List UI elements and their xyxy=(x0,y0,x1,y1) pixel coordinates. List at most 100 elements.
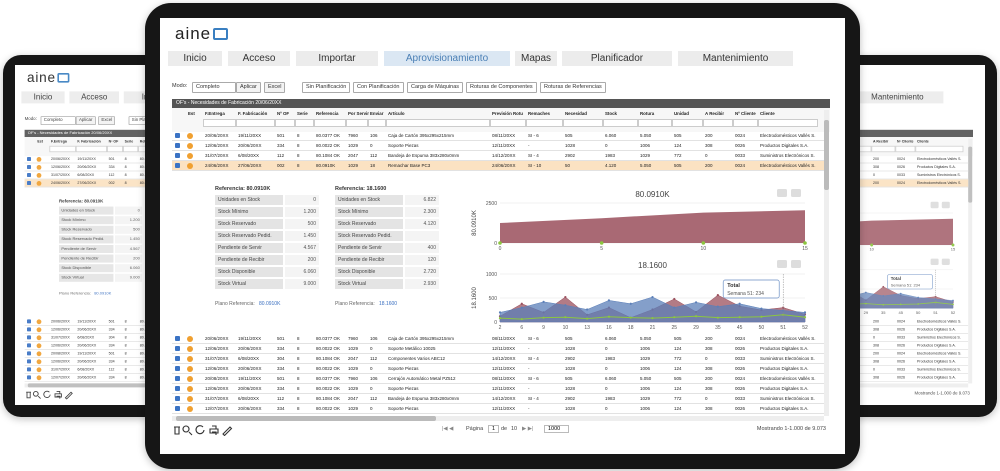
table-row[interactable]: 20/06/20XX 19/11/20XX 501 8 80.0377 OK 7960 10… xyxy=(172,334,824,344)
plan-link[interactable]: 18.1600 xyxy=(379,301,398,307)
column-header: Nº OF xyxy=(277,111,290,116)
x-tick-label: 50 xyxy=(759,325,765,331)
table-row[interactable]: 31/07/20XX 6/08/20XX 112 8 80.1084 OK 2047 112… xyxy=(172,151,824,161)
button[interactable]: Excel xyxy=(98,116,116,125)
checkbox[interactable] xyxy=(27,165,31,169)
y-axis-label: 80.0910K xyxy=(472,210,478,236)
filter-input xyxy=(638,119,672,127)
cell: 0026 xyxy=(897,375,906,380)
table-row[interactable]: 12/06/20XX 20/06/20XX 334 8 80.0022 OK 1029 0 S… xyxy=(172,344,824,354)
mode-select[interactable]: Completo xyxy=(192,82,236,93)
nav-tab[interactable]: Mantenimiento xyxy=(851,91,944,104)
cell: - xyxy=(528,143,530,148)
filter-tab[interactable]: Roturas de Referencias xyxy=(540,82,606,93)
checkbox[interactable] xyxy=(27,343,31,348)
table-row[interactable]: 12/06/20XX 20/06/20XX 334 8 80.0022 OK 1029 0 S… xyxy=(172,384,824,394)
nav-tab[interactable]: Acceso xyxy=(228,51,290,66)
checkbox[interactable] xyxy=(175,143,180,148)
icon-button[interactable] xyxy=(209,425,219,435)
cell: 12/06/20XX xyxy=(51,343,70,348)
cell: 80.1084 OK xyxy=(316,396,341,401)
table-row[interactable]: 31/07/20XX 6/08/20XX 304 8 80.1084 OK 2047 112… xyxy=(172,354,824,364)
nav-tab[interactable]: Inicio xyxy=(21,91,65,104)
cell: 772 xyxy=(674,356,682,361)
table-row[interactable]: 24/06/20XX 27/06/20XX 002 8 80.0910K 1029 18 Re… xyxy=(172,161,824,171)
checkbox[interactable] xyxy=(175,406,180,411)
nav-tab[interactable]: Mapas xyxy=(515,51,557,66)
nav-tab[interactable]: Importar xyxy=(296,51,378,66)
table-row[interactable]: 12/06/20XX 20/06/20XX 334 8 80.0022 OK 1029 0 S… xyxy=(172,141,824,151)
rows-bottom: 20/06/20XX 19/11/20XX 501 8 80.0377 OK 7960 10… xyxy=(172,334,824,414)
nav-tab[interactable]: Inicio xyxy=(168,51,222,66)
icon-button[interactable] xyxy=(32,390,41,399)
page-size[interactable]: 1000 xyxy=(544,425,570,433)
table-row[interactable]: 12/06/20XX 20/06/20XX 334 8 80.0022 OK 1029 0 S… xyxy=(172,364,824,374)
cell: 505 xyxy=(674,376,682,381)
icon-button[interactable] xyxy=(54,390,62,399)
cell: 19/11/20XX xyxy=(77,319,96,324)
checkbox[interactable] xyxy=(175,153,180,158)
plan-link[interactable]: 80.0910K xyxy=(94,291,112,297)
button[interactable]: Aplicar xyxy=(236,82,261,93)
detail-value: 2.930 xyxy=(405,279,439,289)
checkbox[interactable] xyxy=(175,366,180,371)
checkbox[interactable] xyxy=(175,336,180,341)
nav-tab[interactable]: Planificador xyxy=(562,51,672,66)
checkbox[interactable] xyxy=(175,396,180,401)
filter-input xyxy=(386,119,490,127)
filter-tab[interactable]: Carga de Máquinas xyxy=(407,82,464,93)
cell: 0024 xyxy=(897,157,906,161)
cell: 0 xyxy=(873,173,876,177)
checkbox[interactable] xyxy=(27,157,31,161)
checkbox[interactable] xyxy=(27,327,31,332)
icon-button[interactable] xyxy=(43,390,51,398)
checkbox[interactable] xyxy=(27,351,31,356)
icon-button[interactable] xyxy=(222,426,233,436)
checkbox[interactable] xyxy=(27,375,31,380)
icon-button[interactable] xyxy=(26,391,32,399)
icon-button[interactable] xyxy=(64,391,73,400)
table-row[interactable]: 12/07/20XX 20/06/20XX 334 8 80.0022 OK 1029 0 S… xyxy=(172,404,824,414)
mode-select[interactable]: Completo xyxy=(40,116,76,125)
x-tick-label: 10 xyxy=(563,325,569,331)
mode-label: Modo: xyxy=(24,117,37,122)
column-header: Stock xyxy=(605,111,617,116)
button[interactable]: Excel xyxy=(264,82,286,93)
nav-tab[interactable]: Aprovisionamiento xyxy=(384,51,510,66)
checkbox[interactable] xyxy=(27,319,31,324)
cell: Caja de Cartón 395x295x215mm xyxy=(388,133,455,138)
checkbox[interactable] xyxy=(27,173,31,177)
table-row[interactable]: 31/07/20XX 6/08/20XX 112 8 80.1084 OK 2047 112… xyxy=(172,394,824,404)
cell: 8 xyxy=(297,356,300,361)
table-row[interactable]: 20/08/20XX 19/11/20XX 501 8 80.0377 OK 7960 10… xyxy=(172,374,824,384)
checkbox[interactable] xyxy=(27,359,31,364)
cell: Bandeja de Espuma 383x280x0mm xyxy=(388,396,460,401)
filter-tab[interactable]: Con Planificación xyxy=(353,82,404,93)
checkbox[interactable] xyxy=(175,346,180,351)
nav-tab[interactable]: Mantenimiento xyxy=(678,51,793,66)
checkbox[interactable] xyxy=(175,376,180,381)
button[interactable]: Aplicar xyxy=(75,116,96,125)
point xyxy=(917,303,920,305)
checkbox[interactable] xyxy=(27,181,31,185)
checkbox[interactable] xyxy=(27,367,31,372)
cell: 308 xyxy=(873,359,880,364)
icon-button[interactable] xyxy=(174,426,180,435)
filter-tab[interactable]: Roturas de Componentes xyxy=(466,82,537,93)
checkbox[interactable] xyxy=(175,133,180,138)
checkbox[interactable] xyxy=(27,335,31,340)
filter-input xyxy=(275,119,295,127)
page-input[interactable]: 1 xyxy=(488,425,500,433)
table-row[interactable]: 20/06/20XX 19/11/20XX 501 8 80.0377 OK 7960 10… xyxy=(172,131,824,141)
nav-tab[interactable]: Acceso xyxy=(69,91,119,104)
checkbox[interactable] xyxy=(175,386,180,391)
icon-button[interactable] xyxy=(182,425,193,436)
x-tick-label: 9 xyxy=(542,325,545,331)
point xyxy=(882,295,885,297)
cell: Soporte Piezas xyxy=(388,143,419,148)
icon-button[interactable] xyxy=(195,425,205,435)
checkbox[interactable] xyxy=(175,163,180,168)
filter-tab[interactable]: Sin Planificación xyxy=(302,82,351,93)
checkbox[interactable] xyxy=(175,356,180,361)
plan-link[interactable]: 80.0910K xyxy=(259,301,281,307)
